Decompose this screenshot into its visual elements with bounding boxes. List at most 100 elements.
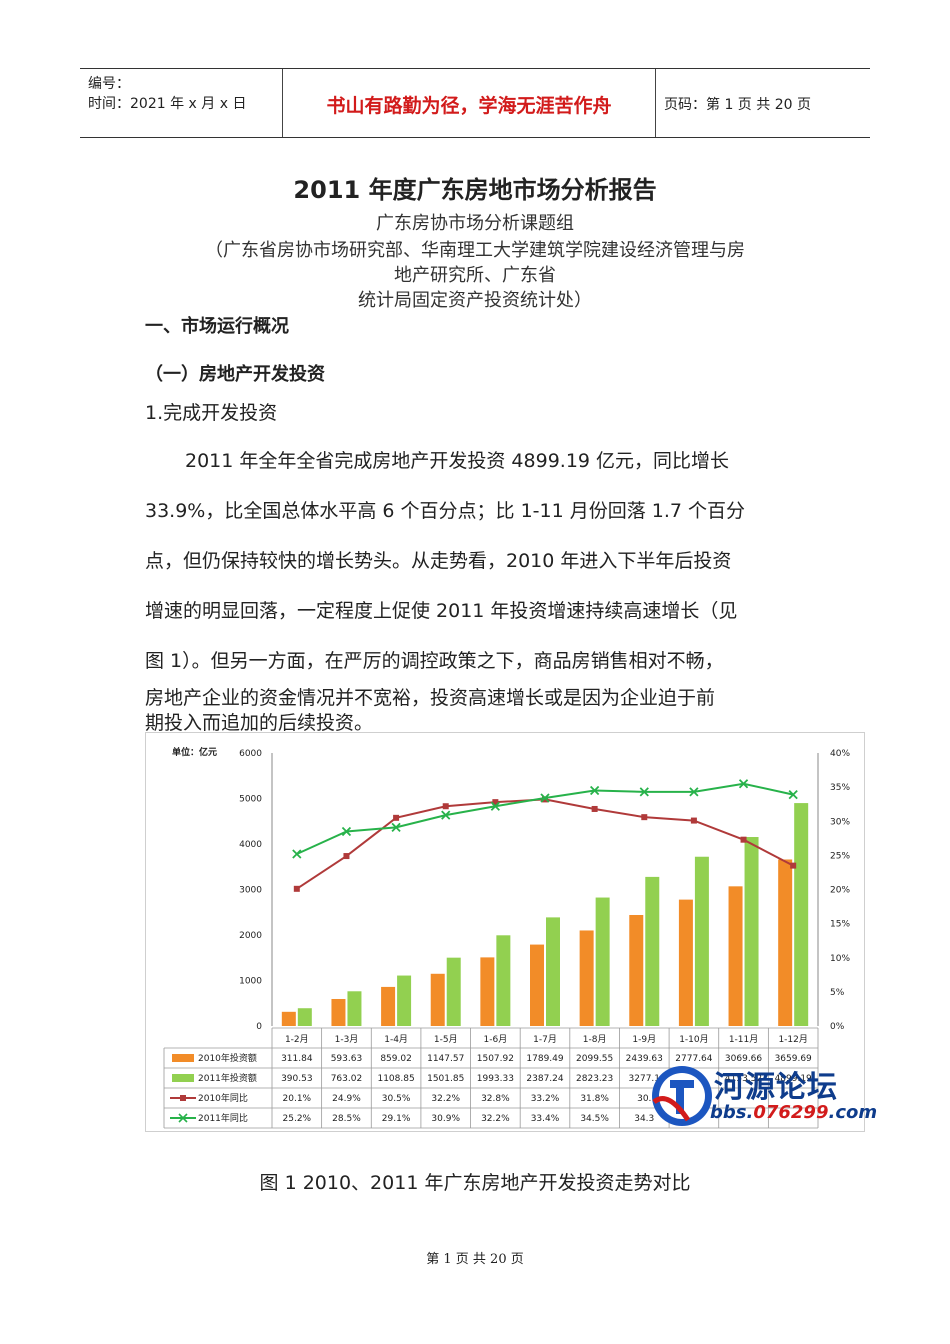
point-2010-yoy (542, 796, 548, 803)
bar-2011 (397, 975, 412, 1026)
data-label: 33.4% (531, 1114, 560, 1124)
chart-unit-label: 单位：亿元 (172, 746, 217, 758)
x-tick-label: 1-8月 (583, 1034, 607, 1045)
subtitle-line: 统计局固定资产投资统计处） (358, 290, 592, 311)
bar-2010 (728, 886, 743, 1026)
bar-2010 (480, 957, 495, 1026)
paragraph-line: 33.9%，比全国总体水平高 6 个百分点；比 1-11 月份回落 1.7 个百… (145, 500, 746, 522)
data-label: 25.2% (283, 1114, 312, 1124)
data-label: 32.8% (481, 1094, 510, 1104)
data-label: 3069.66 (725, 1054, 762, 1064)
x-tick-label: 1-12月 (778, 1034, 807, 1045)
y2-tick-label: 10% (830, 954, 850, 964)
data-label: 1501.85 (427, 1074, 464, 1084)
data-label: 30. (637, 1094, 651, 1104)
data-label: 2387.24 (526, 1074, 563, 1084)
x-tick-label: 1-9月 (632, 1034, 656, 1045)
data-label: 2099.55 (576, 1054, 613, 1064)
legend-marker (180, 1095, 186, 1101)
point-2010-yoy (393, 814, 400, 821)
data-label: 390.53 (281, 1074, 313, 1084)
point-2011-yoy (341, 826, 352, 837)
data-label: 20.1% (283, 1094, 312, 1104)
data-label: 4899.19 (775, 1074, 812, 1084)
data-label: 34.3 (634, 1114, 654, 1124)
data-label: 24.9% (332, 1094, 361, 1104)
forum-url: bbs.076299.com (710, 1102, 878, 1123)
point-2011-yoy (391, 822, 401, 833)
forum-logo-icon (652, 1066, 712, 1126)
point-2010-yoy (690, 817, 697, 824)
point-2010-yoy (740, 836, 747, 843)
point-2010-yoy (641, 814, 648, 821)
point-2011-yoy (589, 785, 600, 796)
y2-tick-label: 0% (830, 1022, 845, 1032)
document-title: 2011 年度广东房地市场分析报告 (293, 176, 657, 204)
legend-label: 2010年投资额 (198, 1052, 257, 1064)
bar-2011 (794, 803, 809, 1026)
point-2011-yoy (689, 787, 699, 797)
point-2011-yoy (738, 779, 749, 789)
chart-svg: 单位：亿元 0 1000 2000 3000 4000 5000 6000 0% 5% 10% 15%… (163, 746, 850, 1129)
point-2011-yoy (639, 787, 649, 797)
forum-watermark: 河源论坛 bbs.076299.com (648, 1060, 877, 1130)
point-2010-yoy (790, 862, 797, 869)
bar-2011 (347, 991, 362, 1026)
data-label: 3659.69 (775, 1054, 812, 1064)
x-tick-label: 1-7月 (533, 1034, 557, 1045)
page-number: 页码：第 1 页 共 20 页 (664, 97, 811, 113)
y2-tick-label: 35% (830, 783, 850, 793)
bar-2010 (430, 973, 445, 1026)
point-2011-yoy (292, 849, 302, 859)
subtitle-line: 广东房协市场分析课题组 (376, 213, 574, 234)
bar-2010 (281, 1011, 296, 1026)
data-label: 3277.1 (629, 1074, 661, 1084)
forum-name: 河源论坛 (714, 1070, 838, 1105)
data-label: 593.63 (331, 1054, 363, 1064)
bar-2010 (778, 859, 793, 1026)
data-label: 311.84 (281, 1054, 313, 1064)
legend-swatch (172, 1054, 194, 1062)
y2-tick-label: 25% (830, 851, 850, 861)
page-header: 编号： 时间：2021 年 x 月 x 日 书山有路勤为径，学海无涯苦作舟 页码… (80, 68, 870, 138)
section-heading: 一、市场运行概况 (145, 316, 289, 337)
data-label: 31.8% (580, 1094, 609, 1104)
y2-tick-label: 5% (830, 988, 845, 998)
x-tick-label: 1-11月 (729, 1034, 758, 1045)
bar-2011 (496, 935, 511, 1026)
data-label: 32.2% (431, 1094, 460, 1104)
y-tick-label: 4000 (239, 840, 262, 850)
line-2010-yoy (296, 798, 794, 890)
data-label: 28.5% (332, 1114, 361, 1124)
point-2010-yoy (492, 799, 499, 806)
point-2010-yoy (293, 885, 300, 892)
data-label: 34.5% (580, 1114, 609, 1124)
bar-2010 (381, 986, 396, 1026)
point-2011-yoy (788, 789, 798, 800)
x-tick-label: 1-3月 (335, 1034, 359, 1045)
x-tick-label: 1-4月 (384, 1034, 408, 1045)
bar-2011 (546, 917, 560, 1026)
x-tick-label: 1-6月 (484, 1034, 508, 1045)
line-2011-yoy (296, 782, 794, 855)
header-page-cell: 页码：第 1 页 共 20 页 (656, 69, 870, 137)
document-time: 时间：2021 年 x 月 x 日 (88, 96, 247, 112)
data-label: 4153.52 (725, 1074, 762, 1084)
bar-2010 (678, 899, 693, 1026)
data-label: 29.1% (382, 1114, 411, 1124)
data-label: 763.02 (331, 1074, 363, 1084)
bar-2011 (446, 957, 461, 1026)
data-label: 2777.64 (675, 1054, 712, 1064)
data-label: 859.02 (380, 1054, 412, 1064)
subsubsection-heading: 1.完成开发投资 (145, 402, 278, 424)
data-label: 30.5% (382, 1094, 411, 1104)
bar-2010 (530, 944, 544, 1026)
y-tick-label: 1000 (239, 977, 262, 987)
data-label: 1147.57 (427, 1054, 464, 1064)
bar-2010 (579, 930, 594, 1026)
data-label: 33.2% (531, 1094, 560, 1104)
data-label: 2823.23 (576, 1074, 613, 1084)
bar-2010 (629, 914, 644, 1026)
x-tick-label: 1-5月 (434, 1034, 458, 1045)
legend-marker (178, 1113, 188, 1123)
